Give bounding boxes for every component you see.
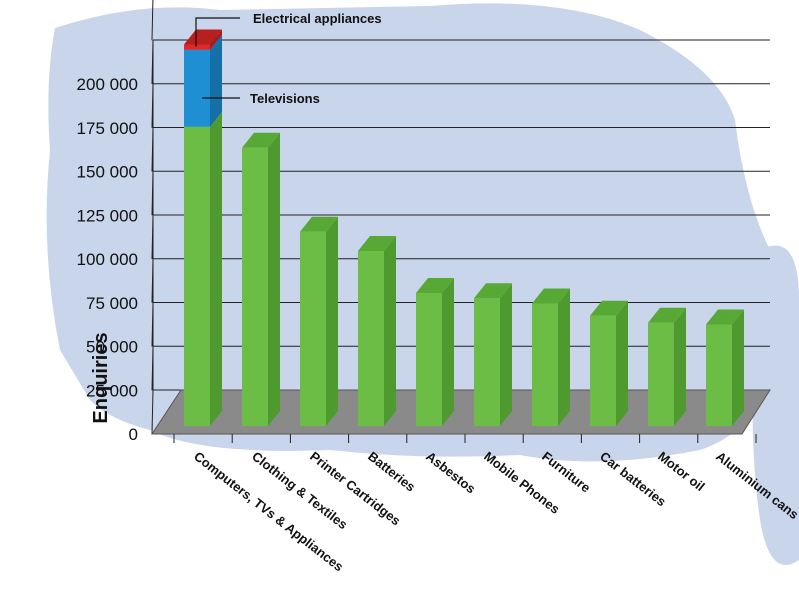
bar-segment bbox=[184, 29, 222, 50]
y-tick-label: 100 000 bbox=[77, 250, 138, 269]
y-tick-label: 200 000 bbox=[77, 75, 138, 94]
grid-diagonal bbox=[151, 258, 154, 303]
bars bbox=[184, 29, 744, 426]
bar bbox=[242, 132, 280, 426]
grid-diagonal bbox=[151, 171, 154, 216]
x-tick-label: Clothing & Textiles bbox=[249, 449, 350, 533]
bar bbox=[590, 300, 628, 426]
y-tick-label: 25 000 bbox=[86, 381, 138, 400]
bar-segment bbox=[184, 111, 222, 426]
y-tick-label: 50 000 bbox=[86, 338, 138, 357]
bar bbox=[648, 307, 686, 426]
x-tick-label: Motor oil bbox=[655, 449, 707, 495]
grid-diagonal bbox=[151, 214, 154, 260]
y-axis-ticks: 0 25 000 50 000 75 000 100 000 125 000 150 000… bbox=[77, 75, 138, 444]
annotation-televisions: Televisions bbox=[250, 91, 320, 106]
grid-diagonal bbox=[151, 83, 154, 128]
bar bbox=[474, 283, 512, 426]
bar bbox=[532, 288, 570, 426]
bar bbox=[358, 236, 396, 426]
annotations: Electrical appliances Televisions bbox=[195, 11, 382, 106]
bar bbox=[300, 216, 338, 426]
y-tick-label: 125 000 bbox=[77, 206, 138, 225]
y-axis-label: Enquiries bbox=[90, 332, 112, 423]
y-tick-label: 0 bbox=[129, 425, 138, 444]
grid-diagonal bbox=[151, 39, 154, 85]
annotation-leader bbox=[195, 17, 240, 47]
y-tick-label: 175 000 bbox=[77, 119, 138, 138]
grid-diagonal bbox=[151, 127, 154, 172]
background-blob-right bbox=[752, 245, 799, 566]
bar-segment bbox=[184, 34, 222, 127]
annotation-electrical-appliances: Electrical appliances bbox=[253, 11, 382, 26]
y-tick-label: 150 000 bbox=[77, 163, 138, 182]
grid-diagonal bbox=[151, 389, 154, 435]
bar bbox=[416, 278, 454, 426]
grid-diagonal bbox=[151, 346, 154, 391]
grid-diagonal bbox=[151, 302, 154, 347]
bar bbox=[706, 309, 744, 426]
y-tick-label: 75 000 bbox=[86, 294, 138, 313]
grid-diagonal bbox=[151, 0, 154, 41]
